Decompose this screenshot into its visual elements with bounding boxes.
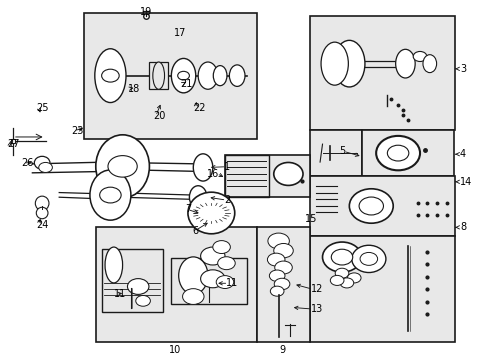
Ellipse shape [36, 207, 48, 219]
Ellipse shape [189, 186, 206, 209]
Text: 11: 11 [225, 278, 238, 288]
Ellipse shape [105, 247, 122, 283]
Ellipse shape [267, 233, 289, 249]
Text: 16: 16 [206, 168, 219, 179]
Ellipse shape [229, 65, 244, 86]
Bar [83, 13, 256, 139]
Text: 1: 1 [224, 162, 230, 172]
Text: 8: 8 [459, 222, 465, 232]
Bar [256, 227, 310, 342]
Ellipse shape [348, 189, 392, 223]
Ellipse shape [108, 156, 137, 177]
Ellipse shape [339, 278, 353, 288]
Ellipse shape [216, 276, 233, 288]
Text: 7: 7 [184, 204, 191, 215]
Ellipse shape [269, 270, 285, 282]
Ellipse shape [358, 197, 383, 215]
Ellipse shape [193, 154, 212, 181]
Ellipse shape [34, 156, 50, 169]
Bar [361, 130, 453, 176]
Ellipse shape [171, 58, 195, 93]
Text: 3: 3 [459, 64, 465, 74]
Ellipse shape [267, 253, 285, 266]
Bar [310, 235, 454, 342]
Ellipse shape [333, 40, 364, 87]
Bar [224, 155, 310, 197]
Ellipse shape [330, 275, 343, 285]
Text: 12: 12 [310, 284, 323, 294]
Text: 20: 20 [153, 111, 165, 121]
Bar [310, 16, 454, 130]
Ellipse shape [35, 196, 49, 211]
Text: 14: 14 [459, 177, 471, 187]
Text: 2: 2 [224, 195, 230, 205]
Ellipse shape [178, 257, 207, 294]
Bar [96, 227, 256, 342]
Text: 19: 19 [140, 7, 152, 17]
Bar [224, 155, 268, 197]
Ellipse shape [274, 261, 292, 274]
Bar [171, 258, 246, 305]
Ellipse shape [39, 162, 52, 172]
Text: 27: 27 [7, 139, 20, 149]
Text: 9: 9 [279, 345, 285, 355]
Text: 6: 6 [192, 226, 198, 236]
Ellipse shape [90, 170, 131, 220]
Bar [310, 176, 454, 235]
Ellipse shape [322, 242, 361, 272]
Ellipse shape [359, 252, 377, 265]
Ellipse shape [187, 192, 234, 234]
Ellipse shape [212, 240, 230, 253]
Ellipse shape [395, 49, 414, 78]
Text: 24: 24 [36, 220, 49, 230]
Ellipse shape [136, 296, 150, 306]
Ellipse shape [273, 162, 303, 185]
Text: 26: 26 [21, 158, 34, 168]
Ellipse shape [95, 49, 126, 103]
Ellipse shape [182, 289, 203, 305]
Text: 10: 10 [169, 345, 181, 355]
Ellipse shape [274, 278, 289, 290]
Ellipse shape [217, 257, 235, 270]
Ellipse shape [422, 55, 436, 73]
Text: 22: 22 [193, 103, 205, 113]
Ellipse shape [412, 51, 426, 62]
Text: 4: 4 [459, 149, 465, 159]
Ellipse shape [334, 268, 348, 278]
Text: 5: 5 [339, 146, 345, 156]
Text: 18: 18 [127, 84, 140, 94]
Ellipse shape [127, 279, 149, 294]
Ellipse shape [102, 69, 119, 82]
Ellipse shape [153, 62, 164, 89]
Ellipse shape [351, 245, 385, 273]
Ellipse shape [200, 270, 224, 288]
Text: 15: 15 [305, 215, 317, 224]
Ellipse shape [96, 135, 149, 198]
Bar [310, 130, 361, 176]
Text: 17: 17 [173, 28, 186, 38]
Ellipse shape [200, 247, 224, 265]
Ellipse shape [375, 136, 419, 170]
Text: 25: 25 [36, 103, 49, 113]
Ellipse shape [270, 286, 284, 296]
Text: 21: 21 [180, 79, 192, 89]
Ellipse shape [177, 71, 189, 80]
Ellipse shape [100, 187, 121, 203]
Ellipse shape [213, 66, 226, 86]
Text: 13: 13 [310, 304, 323, 314]
Ellipse shape [198, 62, 217, 89]
Bar [149, 62, 167, 89]
Ellipse shape [386, 145, 408, 161]
Ellipse shape [321, 42, 347, 85]
Bar [102, 249, 162, 312]
Text: 11: 11 [114, 289, 126, 299]
Ellipse shape [273, 243, 293, 258]
Ellipse shape [346, 273, 360, 283]
Ellipse shape [330, 249, 352, 265]
Text: 23: 23 [71, 126, 83, 135]
